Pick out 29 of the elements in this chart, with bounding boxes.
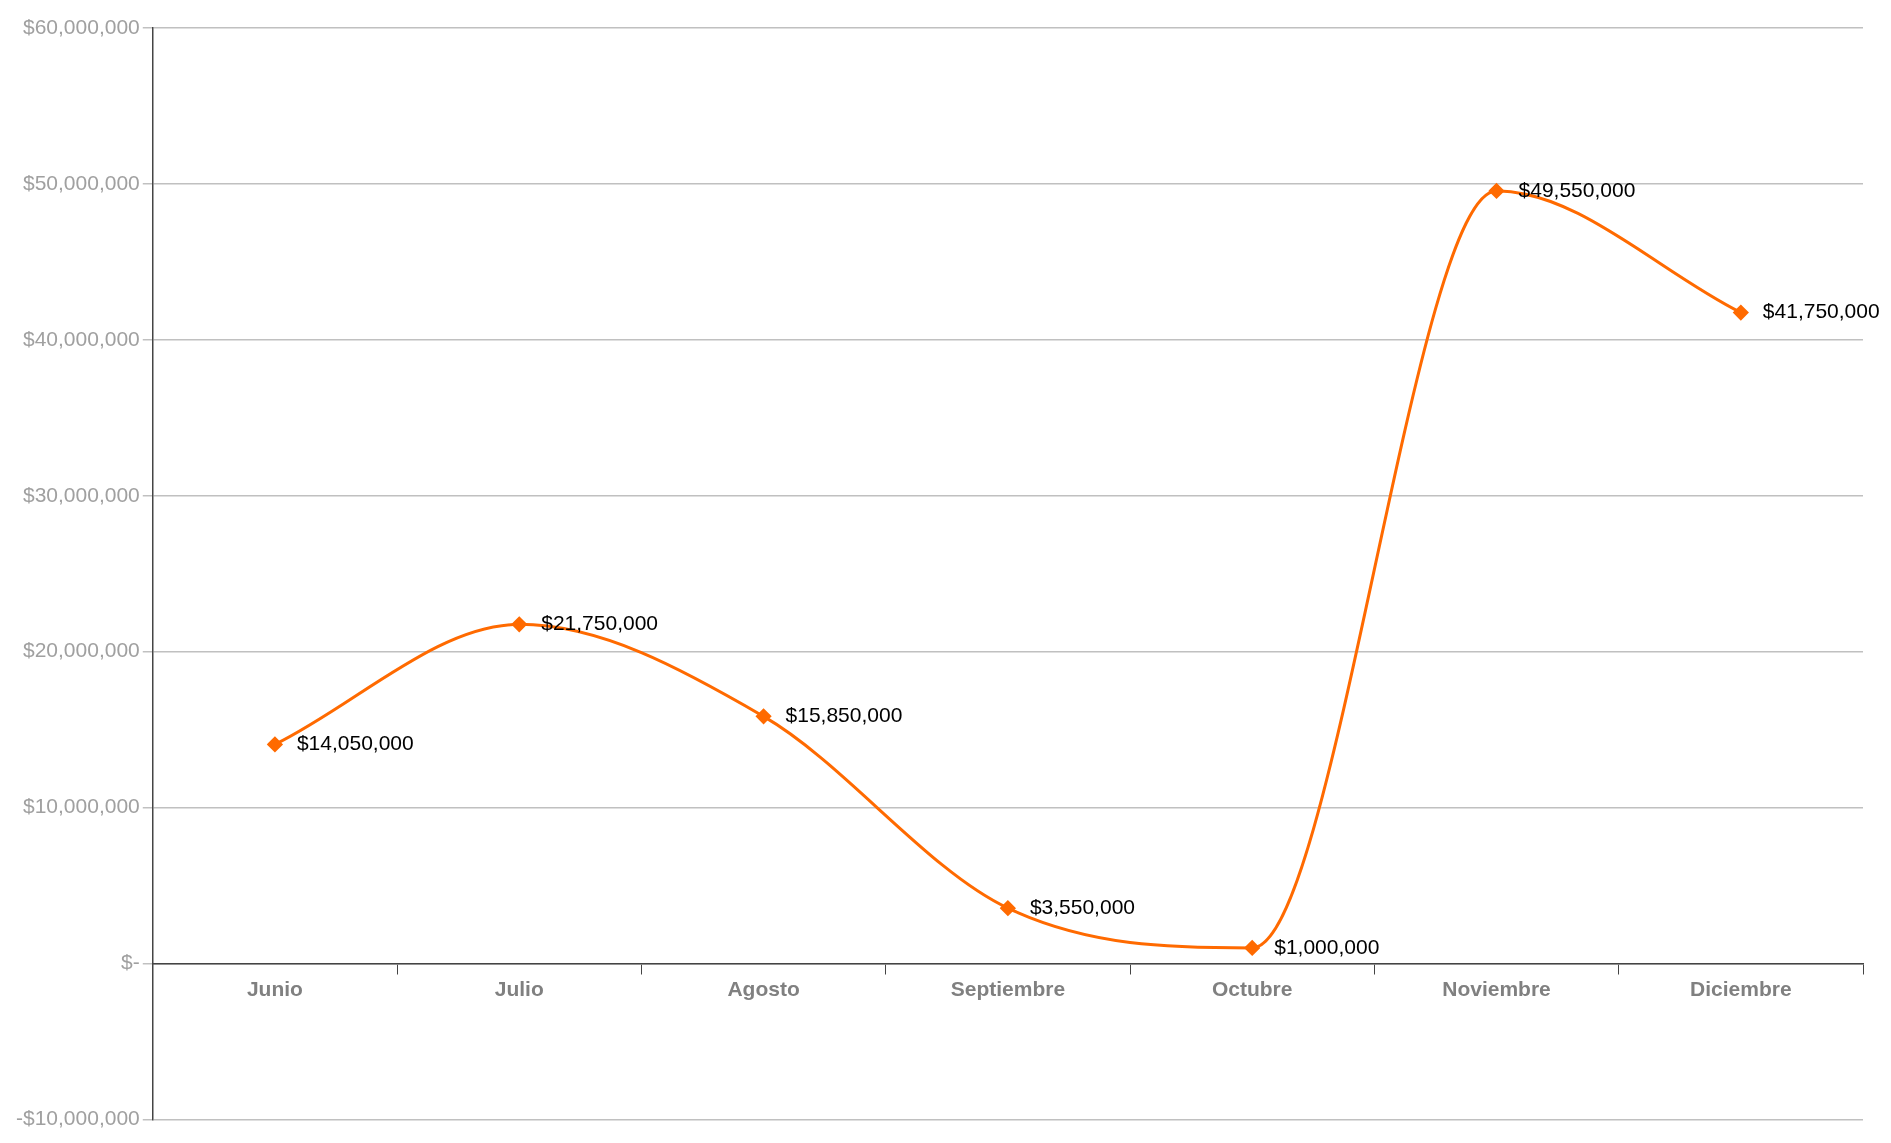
y-tick-label: $30,000,000 [22,482,140,506]
data-label: $3,550,000 [1029,894,1135,918]
point [267,736,283,752]
x-tick-label: Octubre [1211,976,1293,1000]
y-tick-label: $60,000,000 [22,14,140,38]
y-tick-label: $20,000,000 [22,638,140,662]
data-label: $21,750,000 [541,611,659,635]
data-label: $1,000,000 [1274,934,1380,958]
y-tick-label: $50,000,000 [22,170,140,194]
point [511,616,527,632]
x-tick-label: Diciembre [1690,976,1792,1000]
y-tick-label: -$10,000,000 [15,1106,140,1130]
point [1489,183,1505,199]
point [756,708,772,724]
data-label: $49,550,000 [1518,177,1636,201]
x-tick-label: Noviembre [1442,976,1551,1000]
x-tick-label: Septiembre [950,976,1066,1000]
data-label: $41,750,000 [1762,299,1880,323]
x-tick-label: Junio [246,976,303,1000]
x-tick-label: Agosto [727,976,800,1000]
point [1733,305,1749,321]
y-tick-label: $- [121,950,140,974]
point [1000,900,1016,916]
x-tick-label: Julio [494,976,544,1000]
point [1244,940,1260,956]
data-label: $15,850,000 [785,703,903,727]
y-tick-label: $10,000,000 [22,794,140,818]
data-label: $14,050,000 [296,731,414,755]
y-tick-label: $40,000,000 [22,326,140,350]
